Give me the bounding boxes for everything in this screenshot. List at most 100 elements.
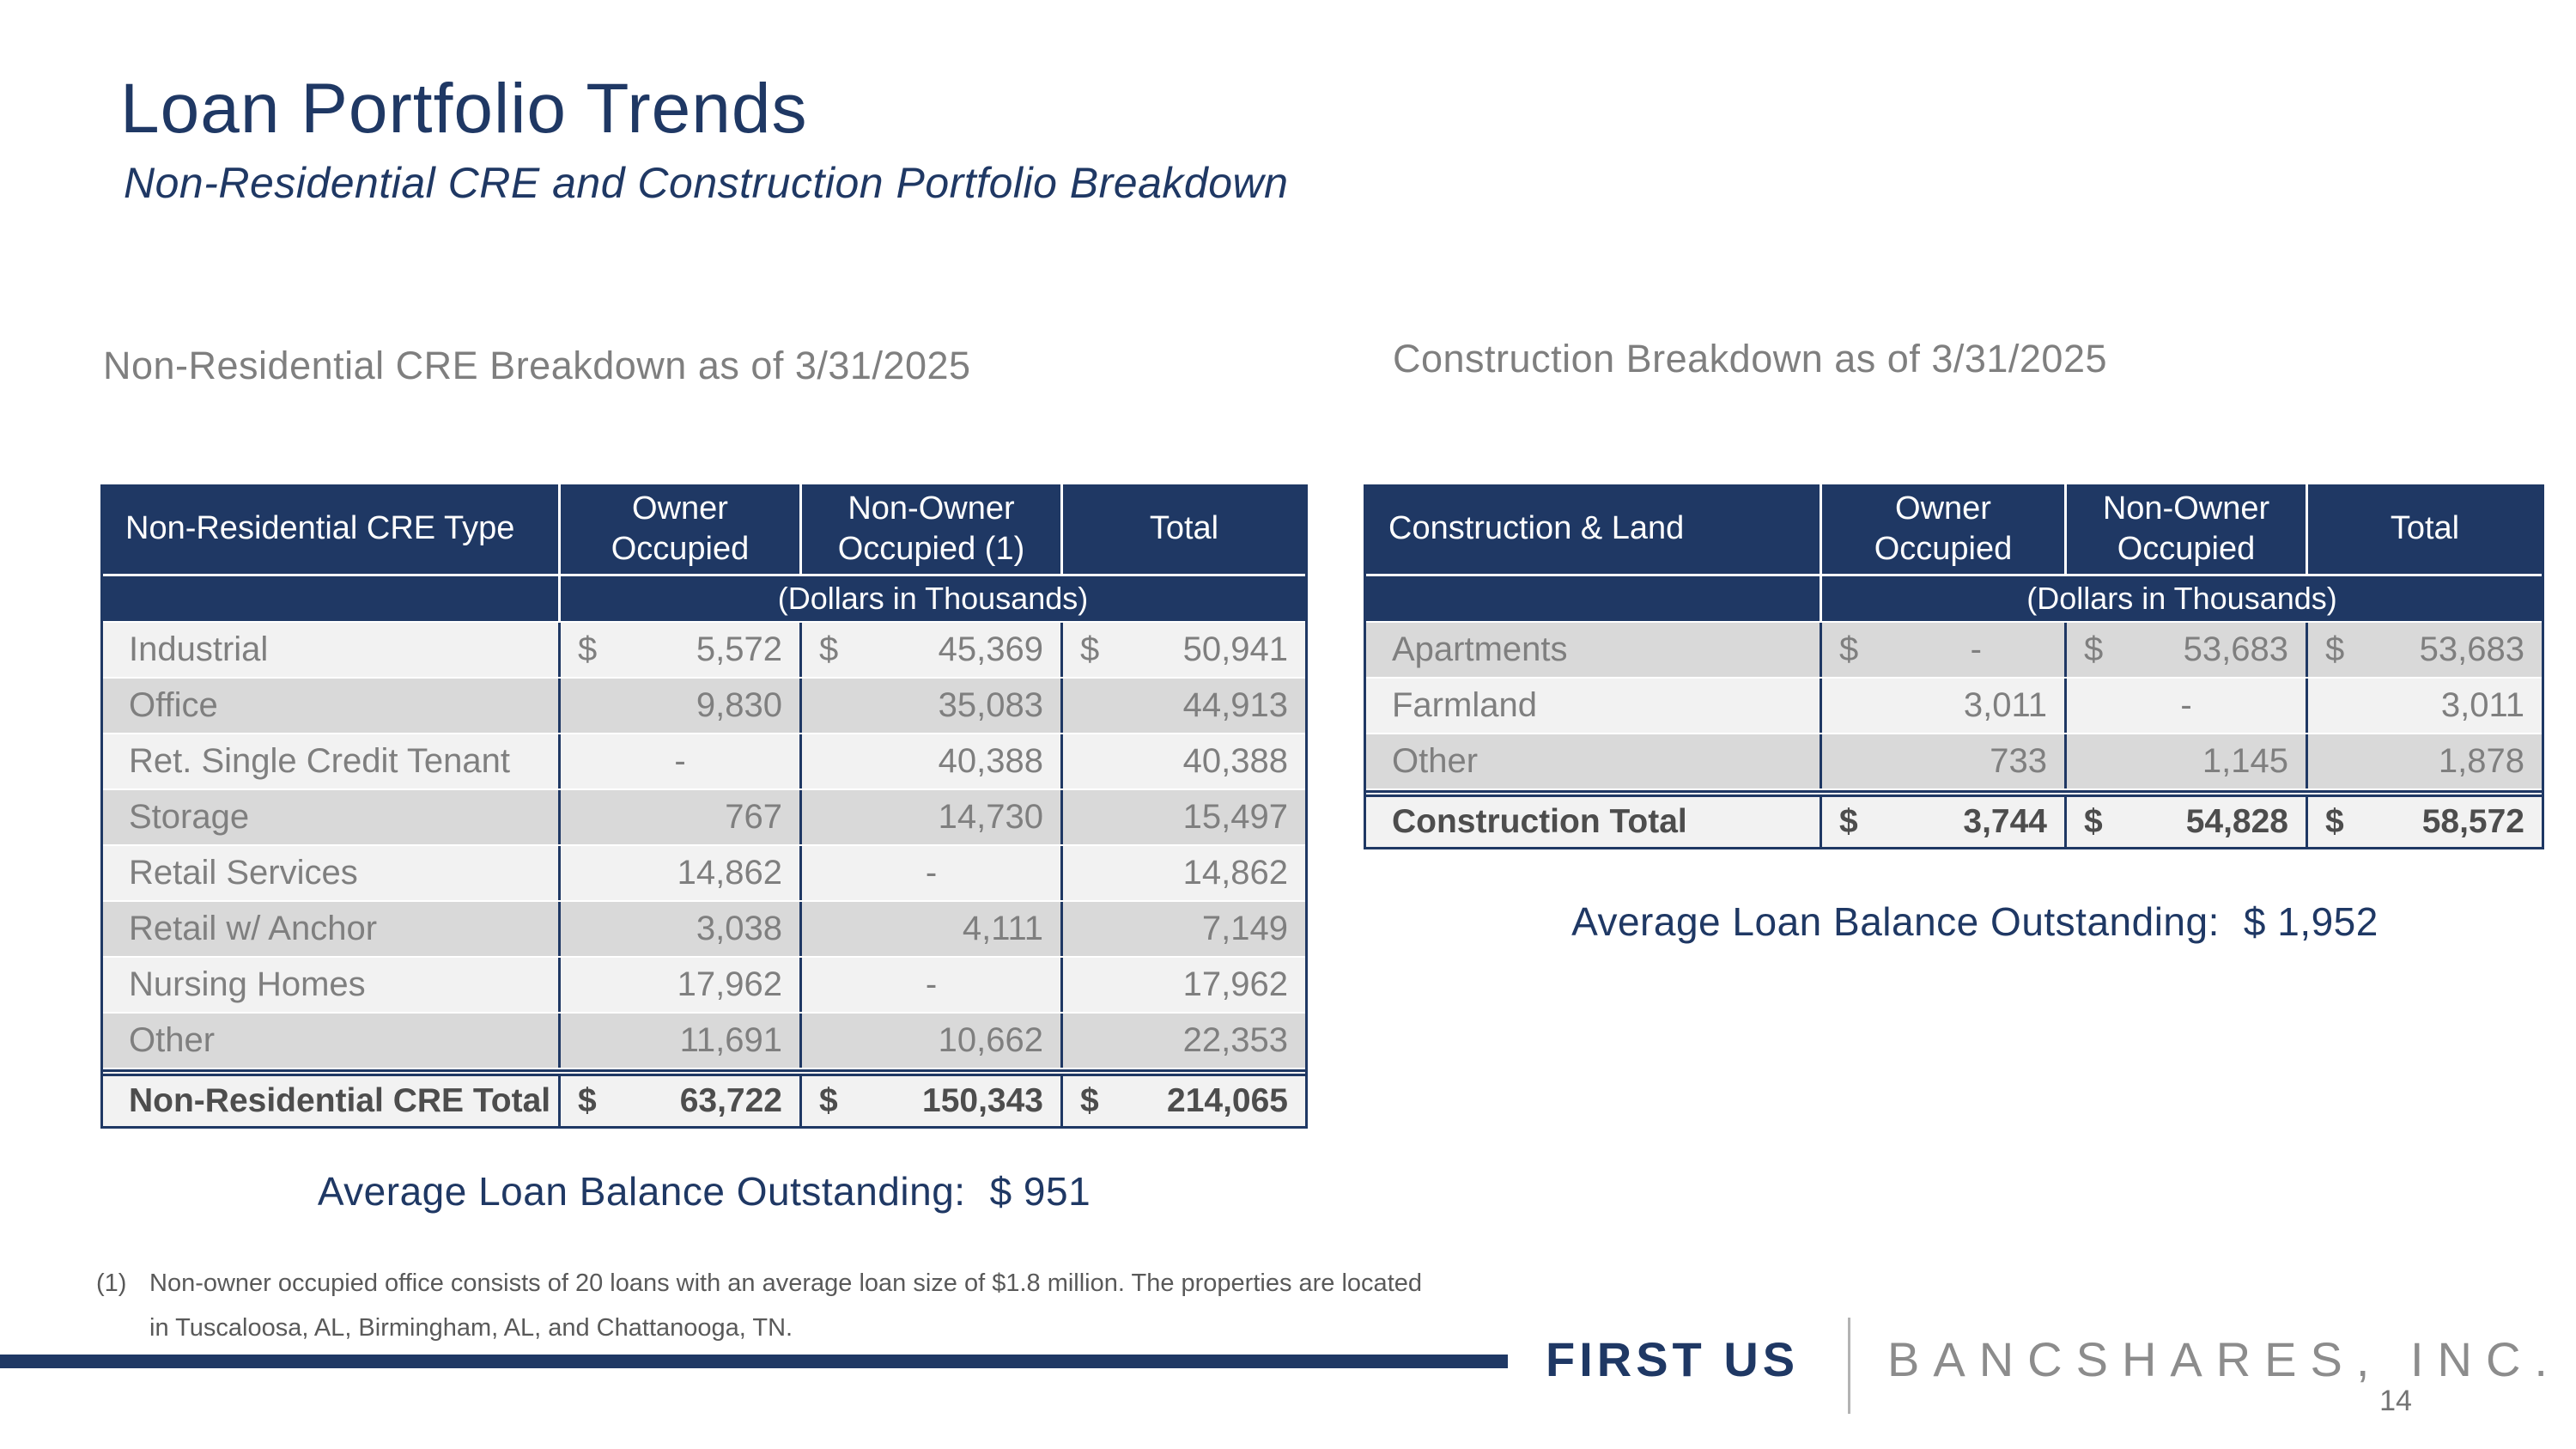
footnote: (1) Non-owner occupied office consists o… (96, 1261, 1422, 1350)
cell-value: 14,730 (799, 790, 1060, 844)
column-header: Non-Residential CRE Type (125, 510, 515, 547)
cell-value: 7,149 (1060, 902, 1305, 956)
cell-value: $5,572 (558, 623, 799, 677)
footer-accent-bar (0, 1355, 1508, 1368)
cell-value: 11,691 (558, 1014, 799, 1068)
row-label: Ret. Single Credit Tenant (129, 742, 510, 780)
table-row: Storage 767 14,730 15,497 (103, 790, 1305, 846)
units-row: (Dollars in Thousands) (1366, 576, 2542, 623)
cell-value: 767 (558, 790, 799, 844)
brand-name-secondary: BANCSHARES, INC. (1887, 1332, 2561, 1386)
right-section-heading: Construction Breakdown as of 3/31/2025 (1393, 337, 2108, 381)
table-header-row: Non-Residential CRE Type Owner Occupied … (103, 484, 1305, 576)
row-label: Storage (129, 798, 250, 836)
row-label: Other (129, 1021, 216, 1059)
cell-value: 4,111 (799, 902, 1060, 956)
brand-name-primary: FIRST US (1546, 1332, 1800, 1386)
average-label: Average Loan Balance Outstanding: (1571, 899, 2220, 944)
brand-divider (1848, 1318, 1850, 1414)
cell-value: 733 (1820, 734, 2064, 788)
footnote-marker: (1) (96, 1269, 127, 1297)
table-row: Nursing Homes 17,962 - 17,962 (103, 958, 1305, 1014)
currency-symbol: $ (578, 630, 598, 668)
row-label: Retail Services (129, 854, 358, 892)
total-label: Construction Total (1392, 803, 1687, 840)
currency-symbol: $ (2325, 630, 2345, 668)
total-value: $54,828 (2064, 797, 2306, 847)
average-value: $ 1,952 (2243, 899, 2379, 944)
column-header: Non-Owner Occupied (1) (799, 484, 1060, 574)
cell-value: 40,388 (1060, 734, 1305, 788)
table-total-row: Non-Residential CRE Total $63,722 $150,3… (103, 1069, 1305, 1126)
row-label: Nursing Homes (129, 965, 366, 1003)
cell-value: 22,353 (1060, 1014, 1305, 1068)
units-note: (Dollars in Thousands) (1820, 576, 2542, 621)
cell-value: 44,913 (1060, 679, 1305, 733)
cell-value: 15,497 (1060, 790, 1305, 844)
row-label: Apartments (1392, 630, 1568, 668)
cell-value: - (2064, 679, 2306, 733)
cell-value: 1,145 (2064, 734, 2306, 788)
currency-symbol: $ (819, 630, 839, 668)
row-label: Farmland (1392, 686, 1537, 724)
total-value: $3,744 (1820, 797, 2064, 847)
cell-value: $53,683 (2306, 623, 2542, 677)
page-number: 14 (2379, 1385, 2412, 1417)
currency-symbol: $ (2084, 803, 2103, 840)
footnote-text: Non-owner occupied office consists of 20… (149, 1261, 1422, 1350)
cell-value: 17,962 (1060, 958, 1305, 1012)
total-label: Non-Residential CRE Total (129, 1082, 551, 1119)
table-row: Retail Services 14,862 - 14,862 (103, 846, 1305, 902)
cell-value: 17,962 (558, 958, 799, 1012)
footnote-line: in Tuscaloosa, AL, Birmingham, AL, and C… (149, 1314, 793, 1342)
table-row: Other 733 1,145 1,878 (1366, 734, 2542, 790)
units-blank (1366, 576, 1820, 621)
average-label: Average Loan Balance Outstanding: (317, 1169, 966, 1214)
row-label: Other (1392, 742, 1479, 780)
currency-symbol: $ (1080, 1082, 1099, 1119)
currency-symbol: $ (819, 1082, 838, 1119)
cell-value: $ - (1820, 623, 2064, 677)
cell-value: 14,862 (1060, 846, 1305, 900)
units-note: (Dollars in Thousands) (558, 576, 1305, 621)
footnote-line: Non-owner occupied office consists of 20… (149, 1269, 1423, 1297)
left-section-heading: Non-Residential CRE Breakdown as of 3/31… (103, 344, 971, 387)
column-header: Owner Occupied (1820, 484, 2064, 574)
cell-value: 35,083 (799, 679, 1060, 733)
column-header: Total (2306, 484, 2542, 574)
left-average-loan-balance: Average Loan Balance Outstanding: $ 951 (223, 1168, 1185, 1215)
table-row: Other 11,691 10,662 22,353 (103, 1014, 1305, 1069)
currency-symbol: $ (578, 1082, 597, 1119)
page-title: Loan Portfolio Trends (120, 70, 808, 148)
currency-symbol: $ (1839, 630, 1859, 668)
cell-value: - (558, 734, 799, 788)
row-label: Industrial (129, 630, 269, 668)
currency-symbol: $ (2325, 803, 2344, 840)
column-header: Construction & Land (1388, 510, 1685, 547)
currency-symbol: $ (1839, 803, 1858, 840)
average-value: $ 951 (989, 1169, 1091, 1214)
cell-value: 3,038 (558, 902, 799, 956)
table-row: Ret. Single Credit Tenant - 40,388 40,38… (103, 734, 1305, 790)
cell-value: - (799, 846, 1060, 900)
currency-symbol: $ (2084, 630, 2104, 668)
row-label: Office (129, 686, 218, 724)
right-average-loan-balance: Average Loan Balance Outstanding: $ 1,952 (1511, 898, 2439, 945)
cell-value: - (799, 958, 1060, 1012)
table-row: Industrial $5,572 $45,369 $50,941 (103, 623, 1305, 679)
total-value: $63,722 (558, 1076, 799, 1126)
total-value: $214,065 (1060, 1076, 1305, 1126)
cell-value: 40,388 (799, 734, 1060, 788)
cell-value: 1,878 (2306, 734, 2542, 788)
page-subtitle: Non-Residential CRE and Construction Por… (124, 159, 1289, 207)
table-row: Retail w/ Anchor 3,038 4,111 7,149 (103, 902, 1305, 958)
column-header: Total (1060, 484, 1305, 574)
cell-value: 3,011 (2306, 679, 2542, 733)
units-row: (Dollars in Thousands) (103, 576, 1305, 623)
column-header: Non-Owner Occupied (2064, 484, 2306, 574)
cell-value: 9,830 (558, 679, 799, 733)
row-label: Retail w/ Anchor (129, 910, 378, 947)
table-row: Apartments $ - $53,683 $53,683 (1366, 623, 2542, 679)
table-total-row: Construction Total $3,744 $54,828 $58,57… (1366, 790, 2542, 847)
